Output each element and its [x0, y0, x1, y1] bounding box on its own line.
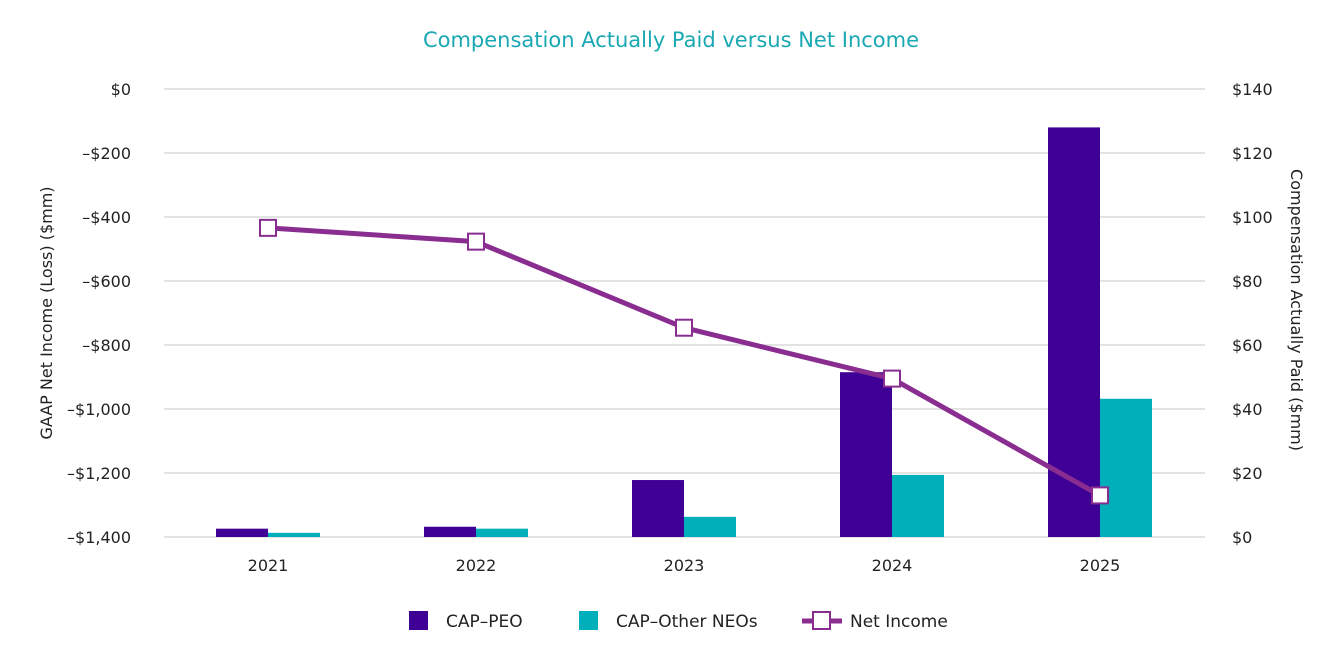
net-income-point	[675, 318, 693, 337]
net-income-point	[259, 218, 277, 237]
gridlines	[164, 88, 1205, 538]
x-tick-label: 2021	[248, 556, 289, 575]
net-income-point	[883, 369, 901, 388]
legend-label-net-income: Net Income	[850, 612, 948, 632]
left-tick-label: –$600	[82, 272, 131, 291]
x-tick-label: 2023	[664, 556, 705, 575]
left-tick-label: –$400	[82, 208, 131, 227]
right-tick-label: $80	[1232, 272, 1263, 291]
chart-title: Compensation Actually Paid versus Net In…	[423, 28, 919, 52]
x-tick-label: 2025	[1080, 556, 1121, 575]
bar-cap-peo	[632, 480, 684, 537]
right-tick-label: $20	[1232, 464, 1263, 483]
legend-label-cap-peo: CAP–PEO	[446, 612, 523, 632]
net-income-line	[267, 225, 1102, 498]
left-tick-label: –$1,000	[67, 400, 131, 419]
bar-cap-peo	[216, 528, 268, 537]
left-tick-label: –$1,200	[67, 464, 131, 483]
right-tick-label: $100	[1232, 208, 1273, 227]
right-tick-label: $140	[1232, 80, 1273, 99]
right-tick-label: $40	[1232, 400, 1263, 419]
legend-swatch-cap-peo	[409, 611, 428, 630]
bar-cap-peo	[840, 372, 892, 537]
left-tick-label: $0	[111, 80, 131, 99]
bar-cap-other-neos	[684, 516, 736, 537]
left-tick-label: –$800	[82, 336, 131, 355]
left-tick-label: –$1,400	[67, 528, 131, 547]
left-axis-ticks: $0 –$200 –$400 –$600 –$800 –$1,000 –$1,200 –$1,…	[67, 80, 131, 547]
right-tick-label: $60	[1232, 336, 1263, 355]
left-tick-label: –$200	[82, 144, 131, 163]
bars	[216, 127, 1152, 538]
left-axis-label: GAAP Net Income (Loss) ($mm)	[37, 186, 56, 439]
bar-cap-other-neos	[268, 532, 320, 537]
x-tick-label: 2022	[456, 556, 497, 575]
bar-cap-peo	[1048, 127, 1100, 538]
net-income-point	[1091, 486, 1109, 505]
right-tick-label: $0	[1232, 528, 1252, 547]
net-income-line-group	[259, 218, 1109, 505]
legend-marker-net-income	[812, 611, 831, 630]
net-income-point	[467, 232, 485, 251]
right-tick-label: $120	[1232, 144, 1273, 163]
legend: CAP–PEO CAP–Other NEOs Net Income	[409, 611, 948, 632]
right-axis-ticks: $140 $120 $100 $80 $60 $40 $20 $0	[1232, 80, 1273, 547]
bar-cap-peo	[424, 526, 476, 537]
legend-label-cap-other-neos: CAP–Other NEOs	[616, 612, 758, 632]
bar-cap-other-neos	[476, 528, 528, 537]
bar-cap-other-neos	[1100, 398, 1152, 537]
x-axis-ticks: 2021 2022 2023 2024 2025	[248, 556, 1121, 575]
x-tick-label: 2024	[872, 556, 913, 575]
bar-cap-other-neos	[892, 474, 944, 537]
legend-swatch-cap-other-neos	[579, 611, 598, 630]
right-axis-label: Compensation Actually Paid ($mm)	[1287, 169, 1306, 451]
